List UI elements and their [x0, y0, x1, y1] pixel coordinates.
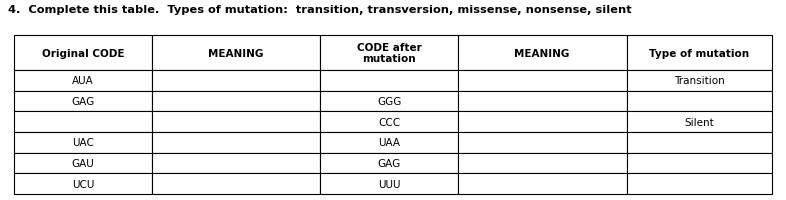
- Bar: [626, 112, 772, 132]
- Text: GAG: GAG: [72, 97, 94, 107]
- Text: UAA: UAA: [378, 138, 400, 148]
- Text: CODE after
mutation: CODE after mutation: [357, 43, 421, 64]
- Text: MEANING: MEANING: [208, 48, 263, 58]
- Bar: [626, 173, 772, 194]
- Bar: [152, 112, 321, 132]
- Text: GAU: GAU: [72, 158, 94, 168]
- Bar: [321, 112, 457, 132]
- Bar: [152, 36, 321, 71]
- Text: AUA: AUA: [72, 76, 94, 86]
- Bar: [321, 132, 457, 153]
- Bar: [152, 71, 321, 91]
- Bar: [14, 36, 152, 71]
- Bar: [152, 132, 321, 153]
- Bar: [457, 71, 626, 91]
- Text: 4.  Complete this table.  Types of mutation:  transition, transversion, missense: 4. Complete this table. Types of mutatio…: [8, 5, 631, 15]
- Text: GGG: GGG: [376, 97, 402, 107]
- Bar: [321, 91, 457, 112]
- Text: UCU: UCU: [72, 179, 94, 189]
- Bar: [457, 173, 626, 194]
- Bar: [14, 153, 152, 173]
- Bar: [626, 132, 772, 153]
- Bar: [626, 36, 772, 71]
- Bar: [14, 71, 152, 91]
- Bar: [321, 36, 457, 71]
- Bar: [14, 91, 152, 112]
- Bar: [626, 91, 772, 112]
- Bar: [626, 153, 772, 173]
- Text: UAC: UAC: [72, 138, 94, 148]
- Text: CCC: CCC: [378, 117, 400, 127]
- Bar: [457, 36, 626, 71]
- Bar: [457, 91, 626, 112]
- Bar: [14, 112, 152, 132]
- Bar: [626, 71, 772, 91]
- Bar: [152, 91, 321, 112]
- Text: Original CODE: Original CODE: [42, 48, 124, 58]
- Bar: [321, 71, 457, 91]
- Bar: [152, 173, 321, 194]
- Text: MEANING: MEANING: [515, 48, 570, 58]
- Bar: [321, 173, 457, 194]
- Bar: [14, 173, 152, 194]
- Text: UUU: UUU: [378, 179, 400, 189]
- Text: Type of mutation: Type of mutation: [649, 48, 749, 58]
- Bar: [14, 132, 152, 153]
- Text: GAG: GAG: [377, 158, 401, 168]
- Bar: [321, 153, 457, 173]
- Bar: [457, 153, 626, 173]
- Bar: [457, 112, 626, 132]
- Bar: [152, 153, 321, 173]
- Bar: [457, 132, 626, 153]
- Text: Silent: Silent: [685, 117, 714, 127]
- Text: Transition: Transition: [674, 76, 725, 86]
